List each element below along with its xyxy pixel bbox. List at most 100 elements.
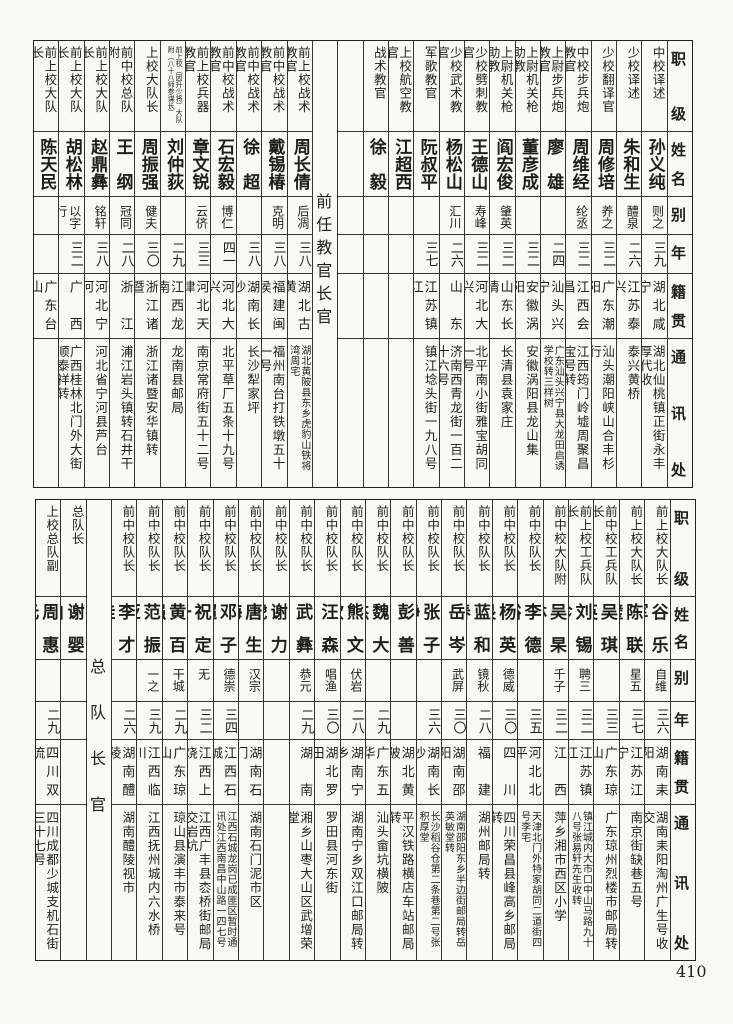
entry-alias (112, 660, 137, 702)
entry-alias (160, 197, 186, 235)
roster-entry: 前中校队长 汪森 唱渔 三〇 湖北罗田 罗田县河东街 (314, 500, 340, 960)
entry-age: 三二 (188, 702, 213, 740)
roster-entry: 前中校队长唐生海汉宗湖南石门湖南石门泥市区 (237, 500, 264, 960)
entry-alias: 星五 (619, 660, 645, 702)
entry-age: 三九 (137, 702, 162, 740)
entry-name: 石宏毅 (211, 132, 236, 197)
roster-entry: 中校译述 孙义纯 则之 三九 湖北咸宁 湖北仙桃镇正街永丰厚代收 (641, 41, 667, 487)
entry-age (264, 702, 289, 740)
entry-rank: 前上校大队长 (645, 500, 670, 597)
entry-rank: 前中校队长 (340, 500, 365, 597)
entry-alias: 铭轩 (84, 197, 110, 235)
entry-age (61, 702, 86, 740)
entry-alias: 无 (188, 660, 213, 702)
entry-address: 江西抚州城内六水桥 (145, 811, 161, 937)
entry-address: 湖南宁乡双江口邮局转 (348, 811, 364, 951)
entry-alias: 汉宗 (238, 660, 264, 702)
entry-rank: 前上校工兵队长 (569, 500, 594, 597)
entry-rank: 前中校队长 (315, 500, 340, 597)
entry-name: 黄百强 (162, 597, 188, 660)
entry-age: 三八 (236, 235, 262, 274)
roster-entry: 前中校队长范振亚一之三九江西临川江西抚州城内六水桥 (136, 500, 162, 960)
entry-native: 江西石城 (213, 740, 238, 805)
entry-age: 三八 (287, 235, 312, 274)
entry-rank: 前中校队长 (416, 500, 442, 597)
roster-entry: 上尉步兵炮教官 廖雄 二四 汕头兴宁 广东汕头兴宁县大龙田启诱学校转三样树 (539, 41, 566, 487)
entry-rank: 前上校（因升少将）大队附（八十八师参谋长） (160, 41, 186, 132)
entry-age: 三二 (566, 235, 591, 274)
entry-address: 福州南台打铁墩五十一号 (262, 345, 286, 471)
entry-alias: 武屏 (442, 660, 467, 702)
header-address: 通讯处 (672, 815, 690, 950)
entry-alias: 博仁 (211, 197, 236, 235)
entry-address: 河北省宁河县芦台 (93, 345, 109, 457)
entry-native (388, 274, 414, 339)
entry-age: 三二 (591, 235, 616, 274)
entry-age: 三〇 (492, 702, 518, 740)
entry-address: 汕头潮阳峡山合丰杉行 (591, 345, 615, 471)
entry-name: 周修培 (591, 132, 616, 197)
entry-address: 浦江岩头镇转石井干 (118, 345, 134, 471)
roster-entry: 少校劈刺教官 王德山 寿峰 三二 河北大兴 北平南小街雅宝胡同一号 (463, 41, 490, 487)
entry-rank: 前中校队长 (137, 500, 162, 597)
entry-native (363, 274, 388, 339)
entry-name: 彭善 (391, 597, 416, 660)
entry-age: 三二 (490, 235, 515, 274)
header-rank: 职级 (670, 500, 695, 597)
entry-age: 三三 (186, 235, 211, 274)
entry-age: 三二 (59, 235, 84, 274)
entry-rank: 上校大队长 (135, 41, 160, 132)
entry-native: 四川 (492, 740, 518, 805)
roster-entry: 前中校队长张子静三六湖南长沙长沙稻谷仓第二条巷第二号张积厚堂 (415, 500, 442, 960)
entry-name: 祝定一 (188, 597, 213, 660)
entry-age: 三二 (464, 235, 490, 274)
entry-age: 三七 (619, 702, 645, 740)
entry-age: 三二 (543, 702, 569, 740)
entry-rank: 少校翻译官 (591, 41, 616, 132)
entry-rank: 上尉机关枪助教 (490, 41, 515, 132)
entry-rank: 军歌教官 (414, 41, 439, 132)
entry-rank: 前中校队长 (188, 500, 213, 597)
roster-entry: 上尉机关枪助教 董彦成 三二 安徽涡阳 安徽涡阳县龙山集 (514, 41, 540, 487)
entry-address: 长沙稻谷仓第二条巷第二号张积厚堂 (417, 811, 440, 948)
header-name: 姓名 (667, 132, 692, 197)
entry-rank: 上尉步兵炮教官 (540, 41, 566, 132)
entry-alias (365, 660, 391, 702)
entry-address: 湖南石门泥市区 (247, 811, 263, 909)
entry-name: 王纲 (110, 132, 135, 197)
entry-age: 二四 (540, 235, 566, 274)
roster-entry: 前上校大队长谷乐军自维三六湖南耒阳湖南耒阳淘州广生号收交 (644, 500, 670, 960)
entry-name: 刘锡珍 (569, 597, 594, 660)
header-native: 籍贯 (670, 740, 695, 805)
entry-name: 孙义纯 (642, 132, 667, 197)
entry-address: 镇江城内大市口中山马路九十八号张易轩先生收转 (569, 811, 592, 948)
entry-native: 江西 (543, 740, 569, 805)
entry-age: 三五 (518, 702, 543, 740)
header-native: 籍贯 (667, 274, 692, 339)
entry-name: 吴琪英 (594, 597, 619, 660)
entry-age: 三六 (416, 702, 442, 740)
entry-rank: 前中校队长 (162, 500, 188, 597)
entry-alias (594, 660, 619, 702)
entry-native: 山东长清 (490, 274, 515, 339)
entry-alias (515, 197, 540, 235)
entry-native: 江西临川 (137, 740, 162, 805)
entry-age: 三〇 (442, 702, 467, 740)
entry-alias (236, 197, 262, 235)
entry-alias: 千子 (543, 660, 569, 702)
entry-address: 四川成都少城支机石街三十七号 (35, 811, 60, 951)
entry-age (34, 235, 59, 274)
entry-age: 三〇 (315, 702, 340, 740)
entry-native: 福建 (467, 740, 492, 805)
entry-native: 广西 (59, 274, 84, 339)
entry-native: 湖南邵阳 (442, 740, 467, 805)
entry-rank: 少校武术教官 (439, 41, 464, 132)
entry-age: 二八 (340, 702, 365, 740)
entry-age: 二九 (160, 235, 186, 274)
entry-rank: 前中校队长 (391, 500, 416, 597)
roster-entry: 中校步兵炮教官 周维经 纶丞 三二 江西会昌 江西筠门岭墟周聚昌宝号转 (565, 41, 591, 487)
entry-rank: 中校译述 (642, 41, 667, 132)
entry-rank: 前中校战术教官 (211, 41, 236, 132)
entry-native: 广东琼山 (162, 740, 188, 805)
entry-native: 江苏江宁 (619, 740, 645, 805)
